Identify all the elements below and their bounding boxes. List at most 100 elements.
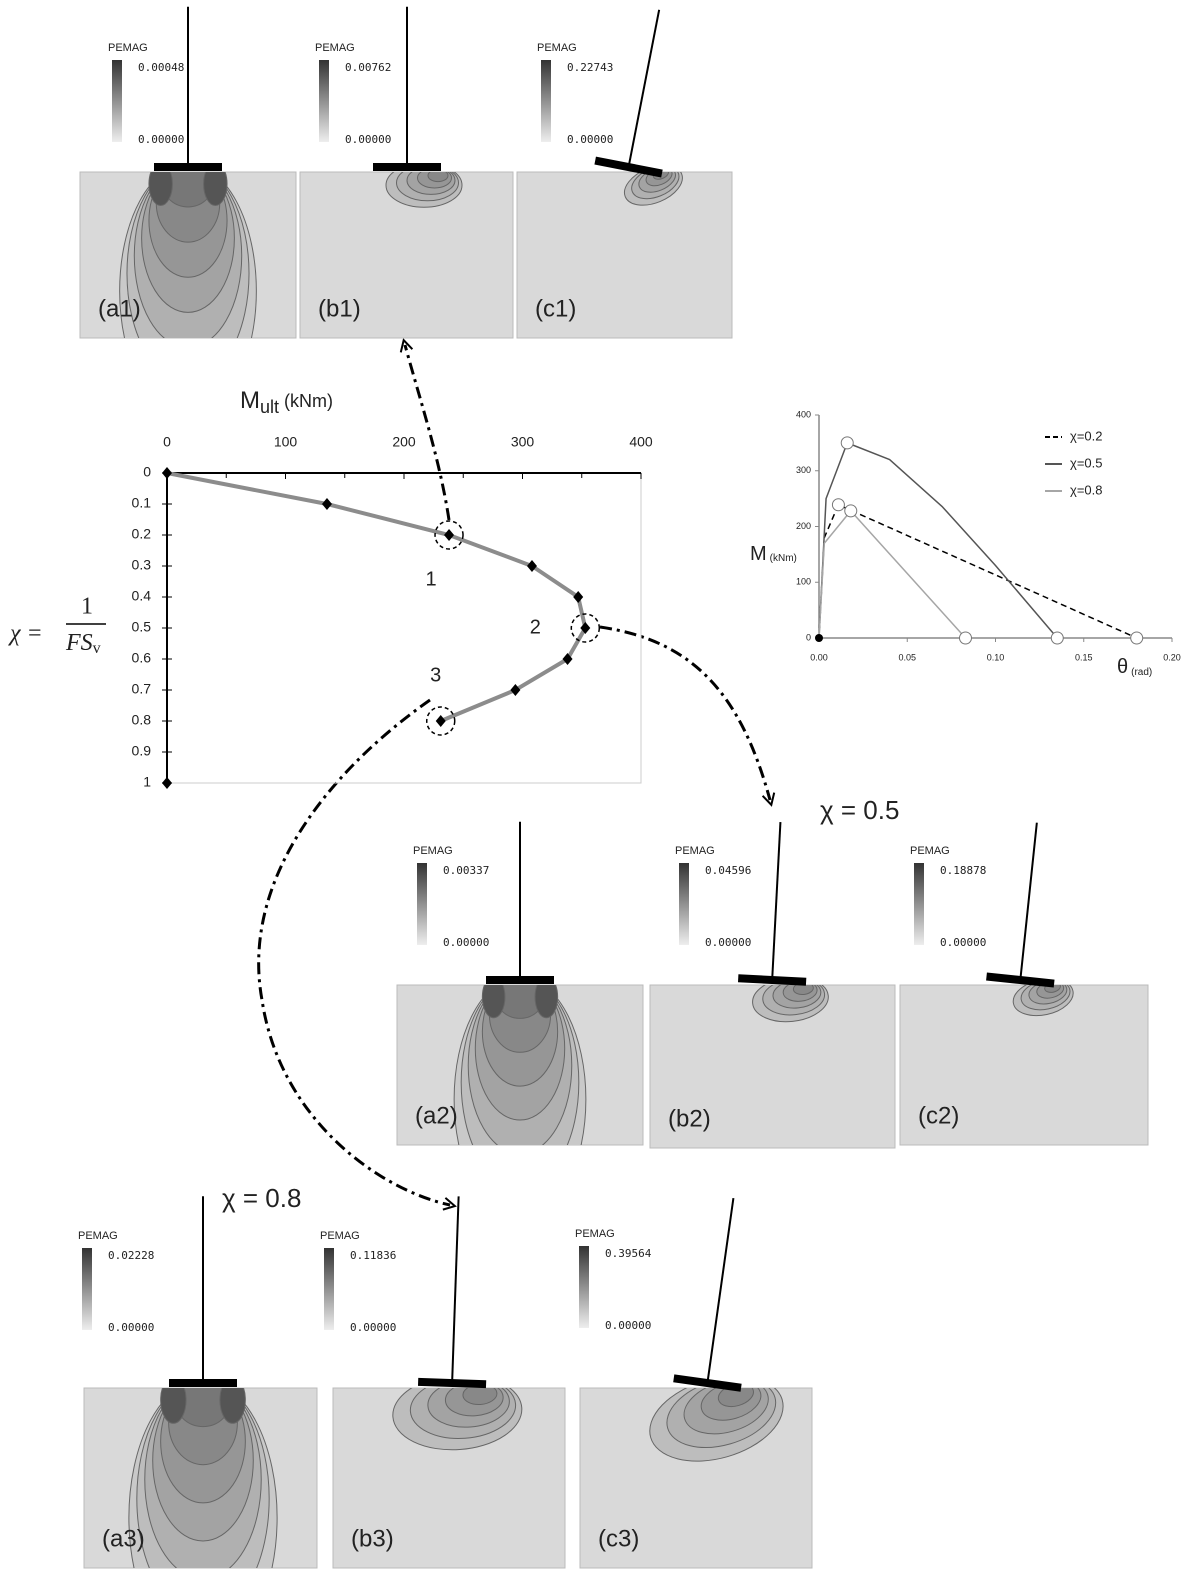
y-label-num: 1 bbox=[81, 594, 93, 620]
label-part: ult bbox=[260, 397, 279, 417]
y-label-lhs: χ = bbox=[8, 621, 43, 647]
pile bbox=[629, 10, 659, 164]
legend-min: 0.00000 bbox=[567, 133, 613, 146]
label-part: θ bbox=[1117, 656, 1128, 678]
panel-label: (a2) bbox=[415, 1102, 458, 1129]
contour-panel: PEMAG 0.02228 0.00000 (a3) bbox=[78, 1196, 317, 1581]
legend-max: 0.22743 bbox=[567, 61, 613, 74]
contours bbox=[454, 976, 586, 1221]
x-tick-label: 400 bbox=[629, 434, 653, 450]
pile bbox=[1021, 823, 1037, 977]
y-tick-label: 400 bbox=[796, 409, 811, 419]
legend-min: 0.00000 bbox=[108, 1321, 154, 1334]
legend-label: χ=0.5 bbox=[1070, 455, 1103, 470]
annotation: 2 bbox=[530, 616, 541, 638]
foundation bbox=[373, 7, 441, 171]
label-part: FS bbox=[65, 630, 93, 656]
y-tick-label: 0.4 bbox=[132, 588, 152, 604]
legend-bar bbox=[579, 1246, 589, 1328]
point-marker bbox=[841, 437, 853, 449]
panel-label: (a1) bbox=[98, 295, 141, 322]
panel-label: (b3) bbox=[351, 1525, 394, 1552]
x-axis-label: θ(rad) bbox=[1117, 656, 1152, 678]
y-tick-label: 200 bbox=[796, 521, 811, 531]
x-tick-label: 0.15 bbox=[1075, 652, 1093, 662]
legend-min: 0.00000 bbox=[705, 936, 751, 949]
x-axis-label: Mult(kNm) bbox=[240, 387, 333, 416]
x-tick-label: 200 bbox=[392, 434, 416, 450]
footing bbox=[154, 163, 222, 171]
marker bbox=[436, 715, 446, 727]
point-marker bbox=[832, 499, 844, 511]
foundation bbox=[986, 819, 1071, 987]
point-marker bbox=[1051, 632, 1063, 644]
legend-bar bbox=[541, 60, 551, 142]
legend-title: PEMAG bbox=[413, 845, 453, 857]
annotation: 1 bbox=[425, 568, 436, 590]
legend-max: 0.00048 bbox=[138, 61, 184, 74]
legend-title: PEMAG bbox=[315, 42, 355, 54]
panel-label: (a3) bbox=[102, 1525, 145, 1552]
x-tick-label: 0.10 bbox=[987, 652, 1005, 662]
footing bbox=[486, 976, 554, 984]
y-tick-label: 0 bbox=[143, 464, 151, 480]
y-label-den: FSv bbox=[65, 630, 101, 657]
legend-title: PEMAG bbox=[537, 42, 577, 54]
legend-min: 0.00000 bbox=[443, 936, 489, 949]
marker bbox=[444, 529, 454, 541]
y-tick-label: 300 bbox=[796, 465, 811, 475]
legend-max: 0.02228 bbox=[108, 1249, 154, 1262]
legend-title: PEMAG bbox=[108, 42, 148, 54]
panel-label: (c3) bbox=[598, 1525, 639, 1552]
footing bbox=[373, 163, 441, 171]
legend-max: 0.00762 bbox=[345, 61, 391, 74]
foundation bbox=[673, 1193, 767, 1391]
arrow bbox=[405, 345, 449, 520]
marker bbox=[322, 498, 332, 510]
contour-panel: PEMAG 0.00337 0.00000 (a2) bbox=[397, 822, 643, 1222]
label-part: (kNm) bbox=[770, 553, 797, 564]
foundation bbox=[154, 7, 222, 171]
x-tick-label: 0.20 bbox=[1163, 652, 1181, 662]
contour-panel: PEMAG0.007620.00000(b1) bbox=[300, 7, 513, 338]
y-tick-label: 0.7 bbox=[132, 681, 152, 697]
y-tick-label: 0.1 bbox=[132, 495, 152, 511]
y-tick-label: 0.6 bbox=[132, 650, 152, 666]
y-tick-label: 0.2 bbox=[132, 526, 152, 542]
legend-bar bbox=[679, 863, 689, 945]
label-part: (rad) bbox=[1131, 667, 1152, 678]
legend-min: 0.00000 bbox=[940, 936, 986, 949]
plot-area bbox=[167, 473, 641, 783]
label-part: v bbox=[93, 640, 101, 657]
pile bbox=[708, 1198, 734, 1380]
point-marker bbox=[1131, 632, 1143, 644]
legend-title: PEMAG bbox=[910, 845, 950, 857]
foundation bbox=[594, 3, 692, 177]
pile bbox=[452, 1196, 458, 1380]
legend-min: 0.00000 bbox=[605, 1319, 651, 1332]
contour-panel: PEMAG0.188780.00000(c2) bbox=[900, 819, 1148, 1145]
y-axis-label: M(kNm) bbox=[750, 543, 797, 565]
foundation bbox=[486, 822, 554, 984]
label-part: M bbox=[240, 387, 260, 414]
legend-max: 0.04596 bbox=[705, 864, 751, 877]
legend-max: 0.11836 bbox=[350, 1249, 396, 1262]
legend-title: PEMAG bbox=[78, 1230, 118, 1242]
legend-label: χ=0.8 bbox=[1070, 482, 1103, 497]
y-tick-label: 100 bbox=[796, 577, 811, 587]
legend-max: 0.00337 bbox=[443, 864, 489, 877]
x-tick-label: 0 bbox=[163, 434, 171, 450]
panel-label: (b1) bbox=[318, 295, 361, 322]
contour-panel: PEMAG 0.00048 0.00000 (a1) bbox=[80, 7, 296, 418]
legend-min: 0.00000 bbox=[138, 133, 184, 146]
x-tick-label: 0.05 bbox=[898, 652, 916, 662]
contour-panel: PEMAG0.395640.00000(c3) bbox=[575, 1193, 812, 1568]
foundation bbox=[418, 1195, 493, 1388]
x-tick-label: 0.00 bbox=[810, 652, 828, 662]
panel-label: (c2) bbox=[918, 1102, 959, 1129]
marker bbox=[162, 467, 172, 479]
foundation bbox=[738, 820, 814, 986]
panel-label: (b2) bbox=[668, 1105, 711, 1132]
legend-title: PEMAG bbox=[675, 845, 715, 857]
